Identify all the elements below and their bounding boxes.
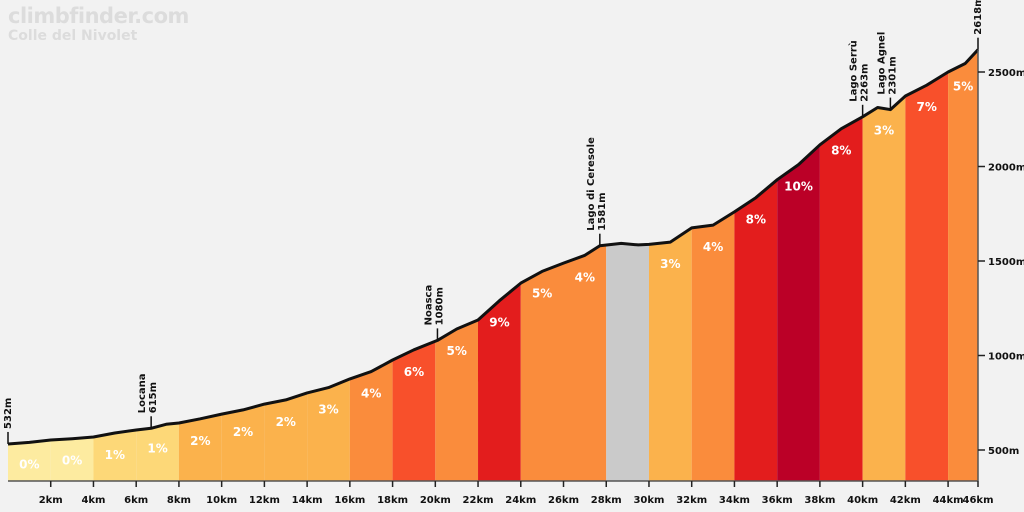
x-tick-label: 42km [890, 495, 921, 506]
gradient-segment [819, 116, 863, 482]
waypoint-name: Locana [137, 373, 148, 413]
x-tick-label: 4km [81, 495, 105, 506]
gradient-segment [264, 392, 308, 481]
x-tick-label: 38km [804, 495, 835, 506]
gradient-segment [563, 245, 607, 481]
waypoint-elevation: 1080m [434, 287, 445, 325]
gradient-label: 2% [276, 415, 296, 429]
gradient-label: 5% [532, 286, 552, 300]
x-tick-label: 10km [206, 495, 237, 506]
gradient-label: 1% [147, 442, 167, 456]
x-tick-label: 12km [249, 495, 280, 506]
gradient-label: 7% [917, 100, 937, 114]
gradient-segment [905, 72, 949, 481]
site-logo: climbfinder.com [8, 4, 189, 28]
y-tick-label: 2000m [988, 163, 1024, 174]
x-tick-label: 34km [719, 495, 750, 506]
gradient-segment [93, 430, 137, 481]
brand: climbfinder.com Colle del Nivolet [8, 4, 189, 44]
waypoint-label: Lago di Ceresole 1581m [586, 137, 608, 231]
gradient-segment [221, 404, 265, 481]
x-tick-label: 2km [39, 495, 63, 506]
x-tick-label: 30km [633, 495, 664, 506]
gradient-segment [648, 227, 692, 481]
gradient-label: 4% [361, 387, 381, 401]
gradient-label: 8% [831, 144, 851, 158]
gradient-label: 3% [318, 403, 338, 417]
gradient-segment [862, 96, 906, 481]
gradient-segment [734, 179, 778, 481]
gradient-segment [307, 378, 350, 481]
waypoint-elevation: 2301m [887, 56, 898, 94]
y-tick-label: 1500m [988, 257, 1024, 268]
gradient-segment [478, 283, 521, 481]
climb-title: Colle del Nivolet [8, 28, 138, 44]
x-tick-label: 28km [591, 495, 622, 506]
y-tick-label: 2500m [988, 68, 1024, 79]
waypoint-label: 2618m [973, 0, 984, 35]
gradient-segment [136, 423, 179, 481]
y-tick-label: 1000m [988, 352, 1024, 363]
gradient-label: 2% [190, 434, 210, 448]
gradient-label: 2% [233, 425, 253, 439]
x-tick-label: 22km [463, 495, 494, 506]
gradient-label: 9% [489, 316, 509, 330]
waypoint-label: Lago Serrù 2263m [848, 40, 871, 102]
gradient-segment [520, 263, 564, 481]
x-tick-label: 16km [334, 495, 365, 506]
gradient-label: 5% [446, 344, 466, 358]
waypoint-label: Locana 615m [137, 373, 159, 413]
x-tick-label: 20km [420, 495, 451, 506]
waypoint-label: Lago Agnel 2301m [876, 32, 898, 95]
waypoint-label: 532m [3, 398, 14, 429]
gradient-label: 1% [105, 448, 125, 462]
waypoint-name: Noasca [423, 285, 434, 326]
gradient-label: 0% [62, 454, 82, 468]
gradient-label: 4% [703, 240, 723, 254]
gradient-segment [435, 320, 479, 481]
gradient-label: 3% [660, 257, 680, 271]
x-tick-label: 8km [167, 495, 191, 506]
x-tick-label: 40km [847, 495, 878, 506]
gradient-label: 5% [953, 80, 973, 94]
gradient-label: 10% [784, 180, 813, 194]
gradient-label: 6% [404, 365, 424, 379]
gradient-label: 4% [575, 270, 595, 284]
x-tick-label: 44km [933, 495, 964, 506]
x-tick-label: 14km [292, 495, 323, 506]
waypoint-elevation: 615m [148, 382, 159, 413]
gradient-segment [948, 49, 978, 481]
gradient-label: 0% [19, 457, 39, 471]
x-tick-label: 18km [377, 495, 408, 506]
waypoint-elevation: 2263m [860, 64, 871, 102]
x-tick-label: 46km [963, 495, 994, 506]
gradient-segment [392, 341, 436, 481]
waypoint-elevation: 2618m [973, 0, 984, 35]
gradient-segment [8, 440, 51, 481]
gradient-segment [178, 414, 222, 481]
waypoint-name: Lago Serrù [848, 40, 860, 102]
waypoint-name: Lago di Ceresole [586, 137, 597, 231]
y-tick-label: 500m [988, 446, 1019, 457]
waypoint-elevation: 1581m [597, 192, 608, 230]
waypoint-elevation: 532m [3, 398, 14, 429]
gradient-label: 8% [746, 213, 766, 227]
waypoint-name: Lago Agnel [876, 32, 887, 95]
gradient-segment [777, 144, 820, 482]
x-tick-label: 6km [124, 495, 148, 506]
x-tick-label: 24km [505, 495, 536, 506]
gradient-segment [349, 360, 393, 481]
gradient-segment [606, 243, 649, 481]
x-tick-label: 36km [762, 495, 793, 506]
gradient-segment [691, 211, 735, 481]
profile-line [7, 48, 980, 446]
waypoint-label: Noasca 1080m [423, 285, 445, 326]
x-tick-label: 32km [676, 495, 707, 506]
gradient-label: 3% [874, 124, 894, 138]
gradient-segment [50, 437, 94, 481]
x-tick-label: 26km [548, 495, 579, 506]
